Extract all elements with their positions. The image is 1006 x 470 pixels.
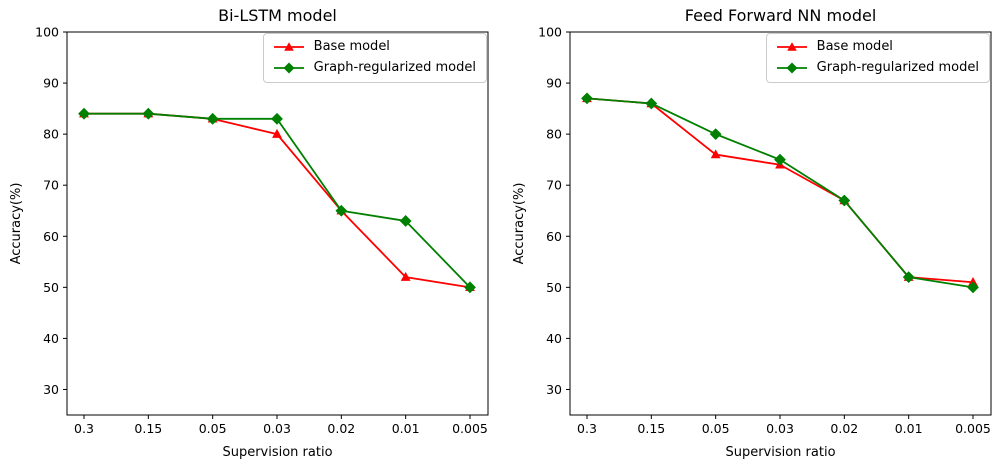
legend: Base model Graph-regularized model (262, 33, 487, 83)
svg-text:0.03: 0.03 (766, 421, 794, 436)
x-axis-label: Supervision ratio (725, 445, 835, 460)
svg-text:30: 30 (43, 382, 59, 397)
svg-text:0.05: 0.05 (702, 421, 730, 436)
legend-entry-base-model: Base model (272, 39, 476, 55)
svg-text:100: 100 (538, 25, 562, 40)
chart-feed-forward-nn: Feed Forward NN model Accuracy(%) Superv… (503, 0, 1006, 470)
diamond-marker-icon (786, 62, 798, 74)
svg-text:0.3: 0.3 (577, 421, 597, 436)
legend-entry-graph-regularized: Graph-regularized model (272, 59, 476, 76)
svg-text:50: 50 (43, 280, 59, 295)
svg-text:100: 100 (35, 25, 59, 40)
svg-text:90: 90 (43, 76, 59, 91)
legend: Base model Graph-regularized model (765, 33, 990, 83)
axes-layer: 30 40 50 60 70 80 90 100 0.3 0.15 0.05 0.03 0.02 0.01… (35, 25, 489, 436)
svg-text:60: 60 (546, 229, 562, 244)
chart-bilstm: Bi-LSTM model Accuracy(%) Supervision ra… (9, 6, 489, 460)
legend-swatch-base-model (776, 42, 807, 52)
svg-text:90: 90 (546, 76, 562, 91)
legend-label-graph-regularized: Graph-regularized model (816, 59, 979, 75)
triangle-marker-icon (786, 42, 797, 52)
triangle-marker-icon (283, 42, 294, 52)
svg-text:0.03: 0.03 (263, 421, 291, 436)
svg-text:40: 40 (546, 331, 562, 346)
series-1 (581, 92, 979, 294)
y-axis-label: Accuracy(%) (9, 183, 24, 265)
legend-label-graph-regularized: Graph-regularized model (313, 59, 476, 75)
diamond-marker-icon (283, 62, 295, 74)
chart-title: Bi-LSTM model (218, 6, 337, 25)
svg-text:0.15: 0.15 (134, 421, 162, 436)
plot-canvas-ffnn: Feed Forward NN model Accuracy(%) Superv… (512, 6, 992, 460)
svg-text:50: 50 (546, 280, 562, 295)
legend-swatch-graph-regularized (273, 62, 304, 74)
chart-title: Feed Forward NN model (685, 6, 877, 25)
legend-entry-base-model: Base model (775, 39, 979, 55)
svg-text:80: 80 (546, 127, 562, 142)
svg-text:70: 70 (546, 178, 562, 193)
series-0 (79, 108, 475, 292)
x-axis-label: Supervision ratio (222, 445, 332, 460)
svg-text:0.01: 0.01 (895, 421, 923, 436)
legend-swatch-base-model (273, 42, 304, 52)
y-axis-label: Accuracy(%) (512, 183, 527, 265)
svg-text:40: 40 (43, 331, 59, 346)
legend-swatch-graph-regularized (776, 62, 807, 74)
svg-text:60: 60 (43, 229, 59, 244)
axes-layer: 30 40 50 60 70 80 90 100 0.3 0.15 0.05 0.03 0.02 0.01… (538, 25, 992, 436)
svg-text:0.3: 0.3 (74, 421, 94, 436)
legend-label-base-model: Base model (816, 39, 893, 54)
svg-text:0.01: 0.01 (392, 421, 420, 436)
svg-text:80: 80 (43, 127, 59, 142)
legend-entry-graph-regularized: Graph-regularized model (775, 59, 979, 76)
svg-text:0.15: 0.15 (637, 421, 665, 436)
svg-text:0.05: 0.05 (199, 421, 227, 436)
svg-text:0.005: 0.005 (452, 421, 488, 436)
plot-canvas-bilstm: Bi-LSTM model Accuracy(%) Supervision ra… (9, 6, 489, 460)
svg-text:70: 70 (43, 178, 59, 193)
legend-label-base-model: Base model (313, 39, 390, 54)
svg-text:0.02: 0.02 (327, 421, 355, 436)
series-1 (78, 107, 476, 294)
series-0 (582, 93, 978, 286)
svg-text:30: 30 (546, 382, 562, 397)
svg-text:0.02: 0.02 (830, 421, 858, 436)
svg-text:0.005: 0.005 (955, 421, 991, 436)
